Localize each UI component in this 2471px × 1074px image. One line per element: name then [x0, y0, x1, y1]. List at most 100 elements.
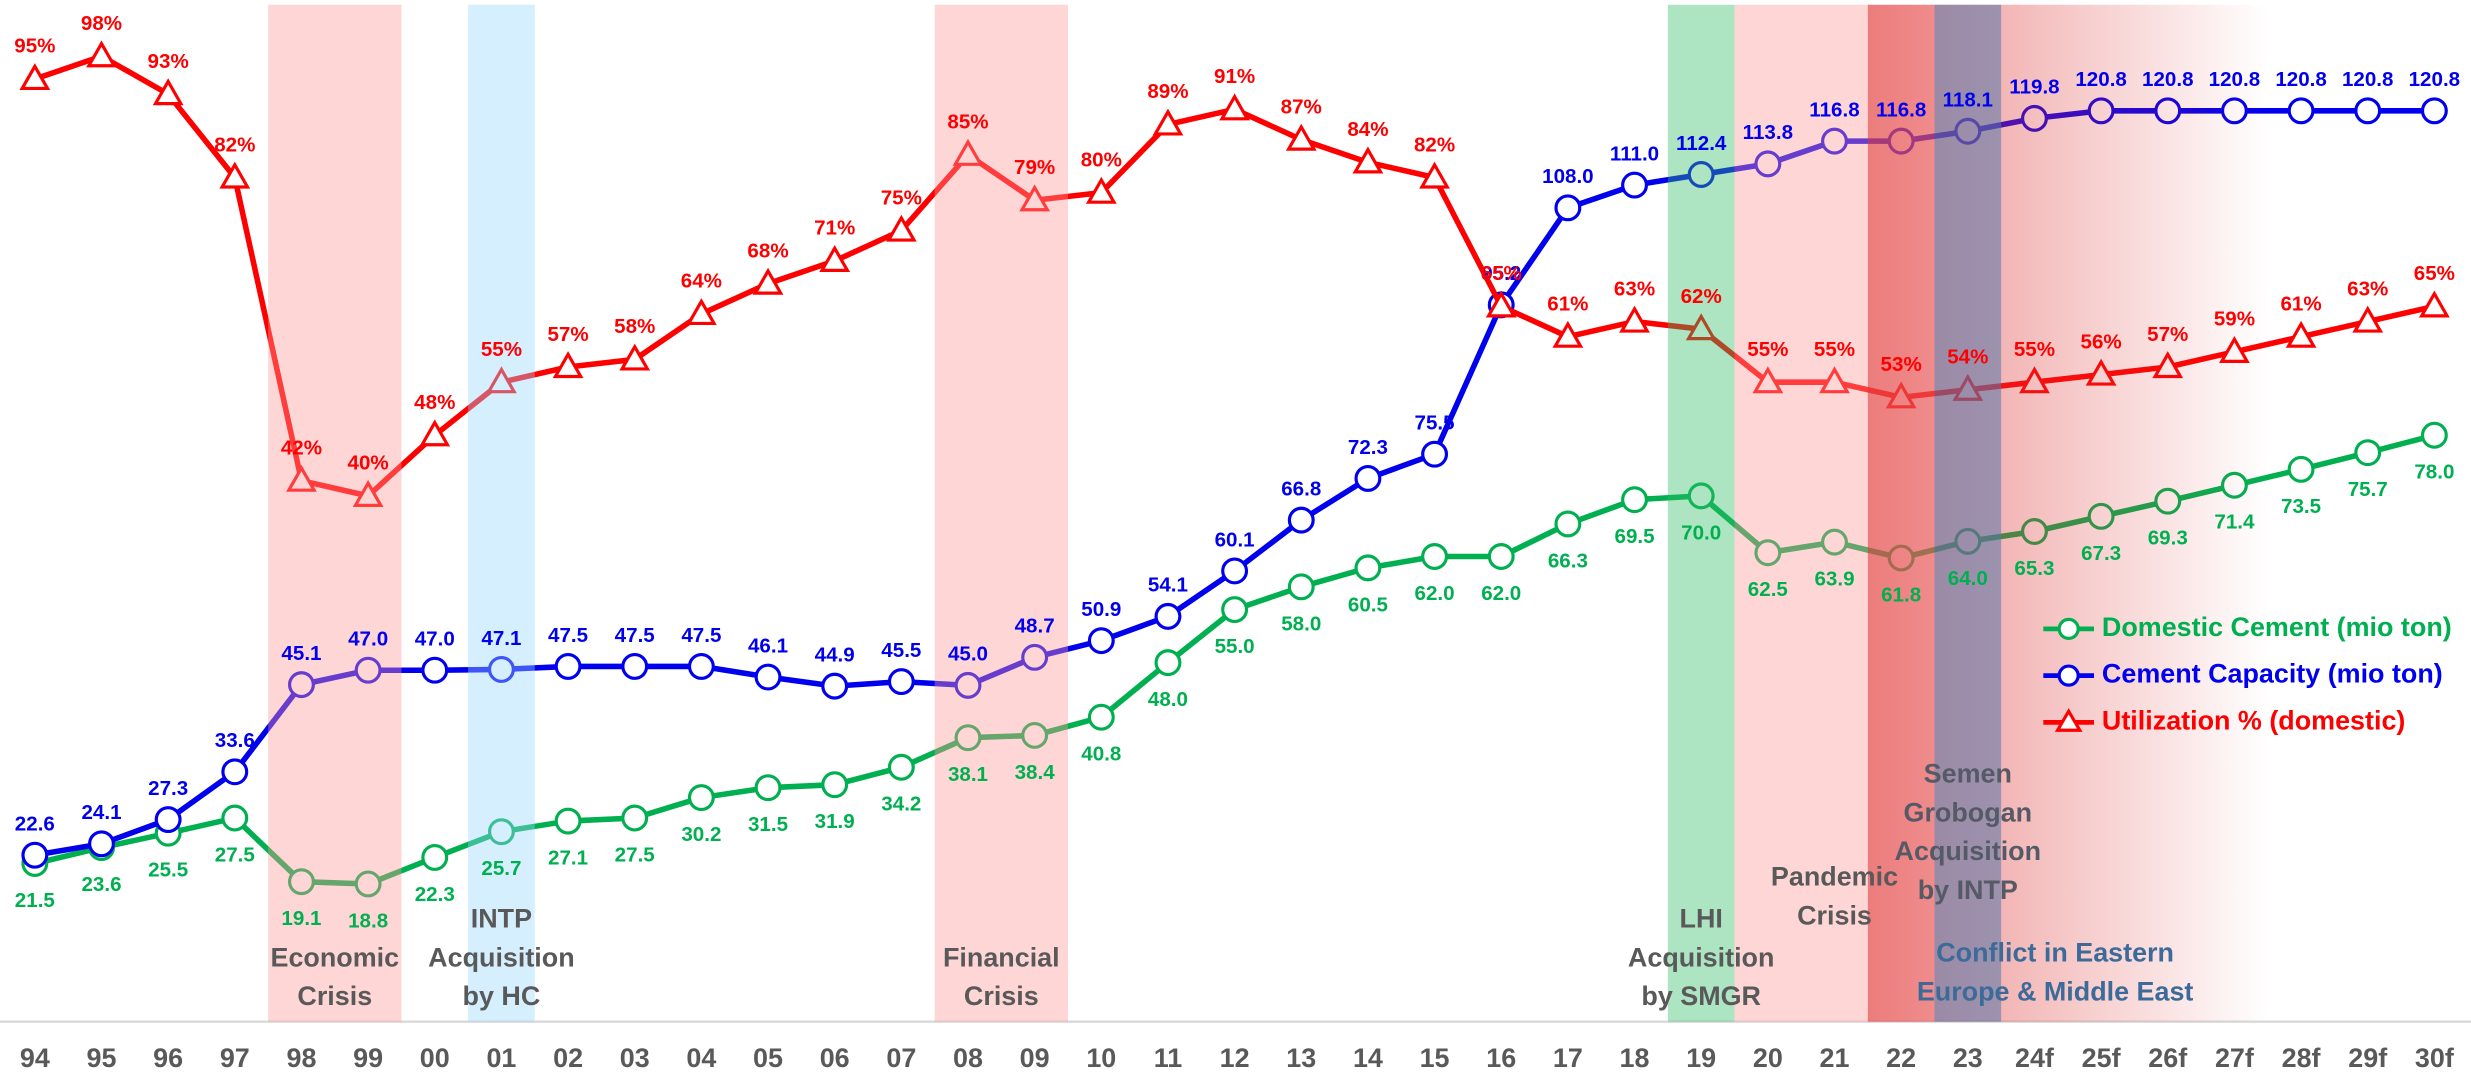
data-label: 69.3	[2148, 527, 2188, 550]
marker	[2354, 97, 2382, 125]
data-label: 63%	[1614, 277, 1655, 300]
marker	[1221, 557, 1249, 585]
marker	[1685, 313, 1717, 341]
marker	[1421, 440, 1449, 468]
x-tick-label: 06	[820, 1043, 850, 1073]
marker	[221, 758, 249, 786]
data-label: 85%	[947, 111, 988, 134]
marker	[152, 78, 184, 106]
data-label: 91%	[1214, 65, 1255, 88]
x-tick-label: 23	[1953, 1043, 1983, 1073]
marker	[954, 671, 982, 699]
marker	[754, 663, 782, 691]
data-label: 68%	[747, 239, 788, 262]
marker	[1754, 539, 1782, 567]
event-label: LHI	[1680, 903, 1723, 933]
marker	[619, 343, 651, 371]
data-label: 47.5	[548, 624, 588, 647]
marker	[419, 419, 451, 447]
data-label: 112.4	[1676, 132, 1727, 155]
data-label: 111.0	[1610, 142, 1659, 165]
data-label: 79%	[1014, 156, 1055, 179]
data-label: 47.0	[415, 628, 455, 651]
event-label: by SMGR	[1641, 981, 1761, 1011]
data-label: 120.8	[2142, 68, 2193, 91]
data-label: 71.4	[2214, 511, 2255, 534]
data-label: 66.8	[1281, 477, 1321, 500]
x-tick-label: 97	[220, 1043, 250, 1073]
data-label: 63%	[2347, 277, 2388, 300]
marker	[1752, 366, 1784, 394]
marker	[1485, 290, 1517, 318]
data-label: 61%	[2280, 292, 2321, 315]
data-label: 63.9	[1814, 568, 1854, 591]
marker	[287, 868, 315, 896]
marker	[554, 807, 582, 835]
event-label: by HC	[463, 981, 541, 1011]
event-label: INTP	[471, 903, 532, 933]
data-label: 64.0	[1948, 567, 1988, 590]
data-label: 27.5	[215, 843, 255, 866]
data-label: 47.5	[615, 624, 655, 647]
data-label: 40.8	[1081, 743, 1121, 766]
data-label: 30.2	[681, 823, 721, 846]
x-tick-label: 27f	[2215, 1043, 2255, 1073]
x-tick-label: 14	[1353, 1043, 1383, 1073]
event-band	[468, 4, 535, 1022]
event-band	[268, 4, 402, 1022]
data-label: 95.2	[1481, 262, 1521, 285]
data-label: 18.8	[348, 909, 388, 932]
data-label: 75.7	[2348, 478, 2388, 501]
x-tick-label: 29f	[2348, 1043, 2388, 1073]
data-label: 22.6	[15, 813, 55, 836]
data-label: 98%	[81, 12, 122, 35]
x-tick-label: 99	[353, 1043, 383, 1073]
marker	[819, 245, 851, 272]
data-label: 120.8	[2275, 68, 2326, 91]
marker	[1419, 161, 1450, 189]
marker	[1285, 123, 1317, 151]
marker	[487, 655, 515, 683]
data-label: 75.5	[1415, 412, 1455, 435]
data-label: 45.1	[281, 642, 321, 665]
data-label: 73.5	[2281, 495, 2321, 518]
data-label: 27.5	[615, 843, 655, 866]
marker	[754, 774, 782, 802]
data-label: 84%	[1347, 118, 1388, 141]
x-tick-label: 19	[1686, 1043, 1716, 1073]
legend-label: Cement Capacity (mio ton)	[2102, 659, 2443, 689]
event-label: Semen	[1924, 759, 2012, 789]
marker	[687, 652, 715, 680]
data-label: 120.8	[2342, 68, 2393, 91]
x-tick-label: 03	[620, 1043, 650, 1073]
marker	[687, 784, 715, 812]
data-label: 21.5	[15, 889, 55, 912]
data-label: 62%	[1681, 285, 1722, 308]
marker	[2287, 455, 2315, 483]
data-label: 69.5	[1615, 525, 1655, 548]
data-label: 113.8	[1743, 121, 1793, 144]
data-label: 38.1	[948, 763, 988, 786]
data-label: 45.5	[881, 639, 921, 662]
data-label: 54.1	[1148, 574, 1188, 597]
data-label: 42%	[281, 436, 322, 459]
marker	[2418, 290, 2450, 318]
marker	[821, 672, 849, 700]
legend-label: Domestic Cement (mio ton)	[2102, 612, 2452, 642]
marker	[1287, 506, 1315, 534]
data-label: 95%	[14, 35, 55, 58]
x-tick-label: 01	[486, 1043, 516, 1073]
legend-label: Utilization % (domestic)	[2102, 705, 2405, 735]
marker	[88, 830, 115, 858]
marker	[1352, 146, 1384, 174]
x-tick-label: 18	[1620, 1043, 1650, 1073]
data-label: 57%	[547, 323, 588, 346]
event-label: Acquisition	[1628, 942, 1774, 972]
data-label: 118.1	[1943, 89, 1993, 112]
data-label: 55%	[1814, 338, 1855, 361]
data-label: 61%	[1547, 292, 1588, 315]
marker	[752, 267, 784, 295]
data-label: 61.8	[1881, 583, 1921, 606]
marker	[21, 841, 49, 869]
data-label: 70.0	[1681, 521, 1721, 544]
